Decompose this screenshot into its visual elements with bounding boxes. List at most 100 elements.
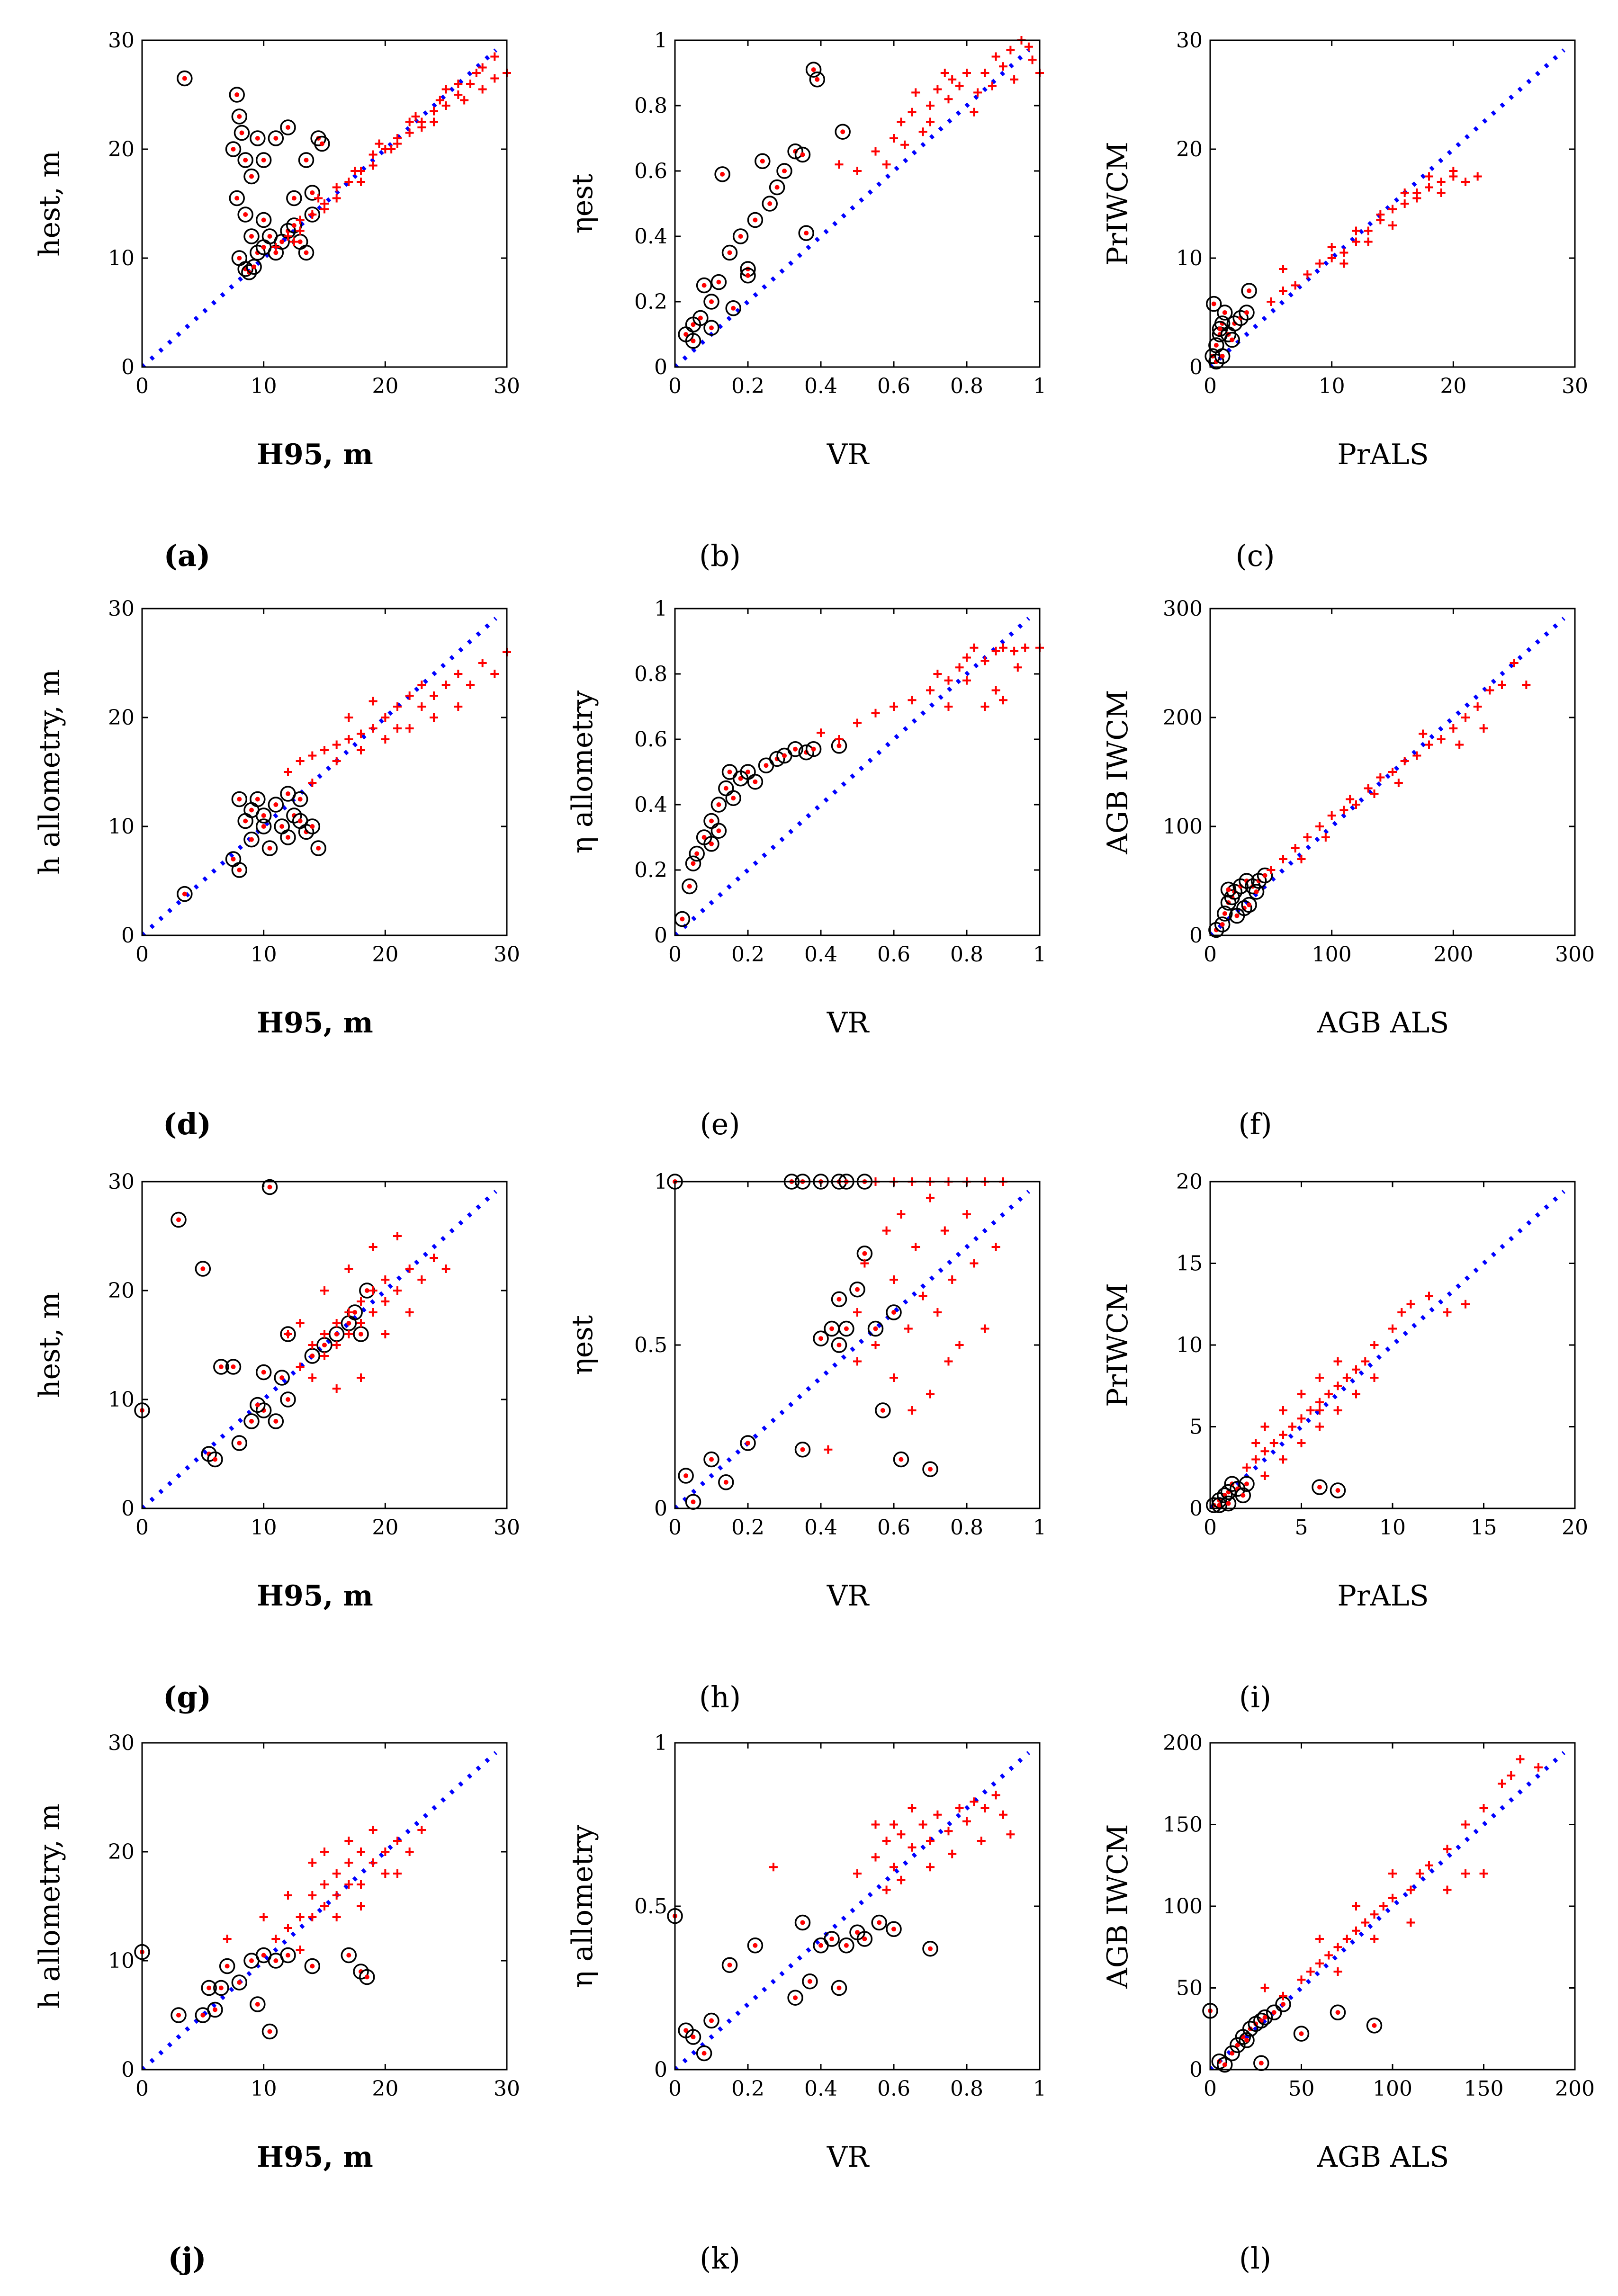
fit-point (1376, 210, 1385, 219)
x-tick-label: 0.8 (950, 2077, 983, 2101)
fit-point (1485, 686, 1494, 695)
fit-point (853, 1357, 862, 1366)
fit-point (1267, 866, 1276, 874)
fit-point (890, 702, 898, 711)
fit-point (1461, 1300, 1470, 1309)
x-tick-label: 30 (494, 2077, 520, 2101)
fit-point (970, 108, 979, 117)
outlier-point (314, 135, 330, 152)
fit-point (1327, 243, 1336, 251)
fit-point (344, 1308, 353, 1317)
fit-point (351, 167, 360, 175)
outlier-point (805, 62, 822, 78)
outlier-point (1211, 1497, 1227, 1513)
fit-point (375, 139, 384, 148)
outlier-point (1220, 881, 1237, 898)
fit-point (1443, 1845, 1452, 1854)
outlier-point (316, 1337, 333, 1353)
outlier-point (794, 146, 811, 163)
fit-point (962, 1817, 971, 1826)
outlier-point (231, 862, 248, 878)
fit-point (381, 1275, 390, 1284)
y-tick-label: 100 (1163, 815, 1203, 839)
fit-point (357, 746, 365, 754)
x-tick-label: 10 (251, 1516, 277, 1540)
x-tick-label: 20 (372, 1516, 398, 1540)
fit-point (332, 183, 341, 192)
fit-point (1324, 1951, 1333, 1960)
x-axis-label: VR (827, 438, 870, 471)
outlier-point (703, 320, 719, 336)
x-tick-label: 30 (494, 374, 520, 398)
fit-point (381, 735, 390, 744)
fit-point (1455, 740, 1464, 749)
x-tick-label: 0.4 (804, 1516, 837, 1540)
outlier-point (703, 836, 719, 852)
y-tick-label: 20 (1176, 137, 1203, 161)
fit-point (1400, 757, 1409, 765)
x-tick-label: 0 (1204, 1516, 1217, 1540)
reference-line (675, 1751, 1030, 2070)
outlier-point (298, 152, 315, 168)
outlier-point (261, 840, 278, 856)
outlier-point (755, 153, 771, 170)
outlier-point (710, 797, 727, 813)
fit-point (908, 1406, 917, 1415)
fit-point (1419, 729, 1428, 738)
x-axis-label: H95, m (257, 438, 373, 471)
outlier-point (922, 1461, 938, 1477)
fit-point (1303, 270, 1312, 279)
plot-frame (1209, 608, 1576, 936)
fit-point (1370, 1373, 1379, 1382)
outlier-point (685, 333, 701, 349)
fit-point (320, 1330, 329, 1338)
outlier-point (831, 1980, 847, 1996)
fit-point (271, 1935, 280, 1943)
outlier-point (1220, 1495, 1237, 1512)
fit-point (948, 1849, 957, 1858)
fit-point (1013, 663, 1022, 672)
fit-point (897, 1210, 906, 1219)
x-tick-label: 0.6 (877, 942, 910, 967)
reference-line (142, 1751, 497, 2070)
outlier-point (838, 1937, 854, 1954)
fit-point (320, 1902, 329, 1910)
outlier-point (1257, 2009, 1273, 2026)
fit-point (284, 232, 292, 241)
y-tick-label: 0.2 (634, 858, 667, 882)
y-tick-label: 0 (654, 355, 667, 379)
outlier-point (740, 1435, 756, 1451)
outlier-point (732, 228, 749, 244)
outlier-point (177, 70, 193, 87)
y-axis-label: PrIWCM (1101, 142, 1134, 266)
fit-point (1352, 226, 1360, 235)
fit-point (1267, 297, 1276, 306)
y-tick-label: 30 (108, 28, 135, 53)
y-tick-label: 0.5 (634, 1894, 667, 1919)
fit-point (1352, 1926, 1360, 1935)
fit-point (308, 210, 317, 219)
fit-point (988, 81, 997, 90)
fit-point (1473, 702, 1482, 711)
y-axis-label: η allometry (566, 691, 599, 853)
panel-j: 0 10 20 30 0 10 20 30 H95, m h allometry, m (j) (33, 1731, 520, 2276)
fit-point (1315, 1422, 1324, 1431)
y-tick-label: 10 (1176, 246, 1203, 270)
y-tick-label: 15 (1176, 1252, 1203, 1276)
fit-point (926, 101, 935, 110)
outlier-point (685, 1494, 701, 1510)
x-tick-label: 0 (1204, 2077, 1217, 2101)
fit-point (933, 1810, 942, 1819)
outlier-point (1217, 305, 1233, 321)
fit-point (430, 713, 438, 722)
fit-point (1269, 1439, 1278, 1447)
fit-point (369, 1286, 378, 1295)
outlier-point (328, 1326, 345, 1342)
outlier-point (250, 130, 266, 146)
y-tick-label: 0 (654, 2058, 667, 2082)
fit-point (835, 160, 844, 169)
x-tick-label: 20 (1440, 374, 1466, 398)
fit-point (1364, 237, 1373, 246)
y-tick-label: 0 (1189, 924, 1203, 948)
fit-point (970, 1797, 979, 1806)
